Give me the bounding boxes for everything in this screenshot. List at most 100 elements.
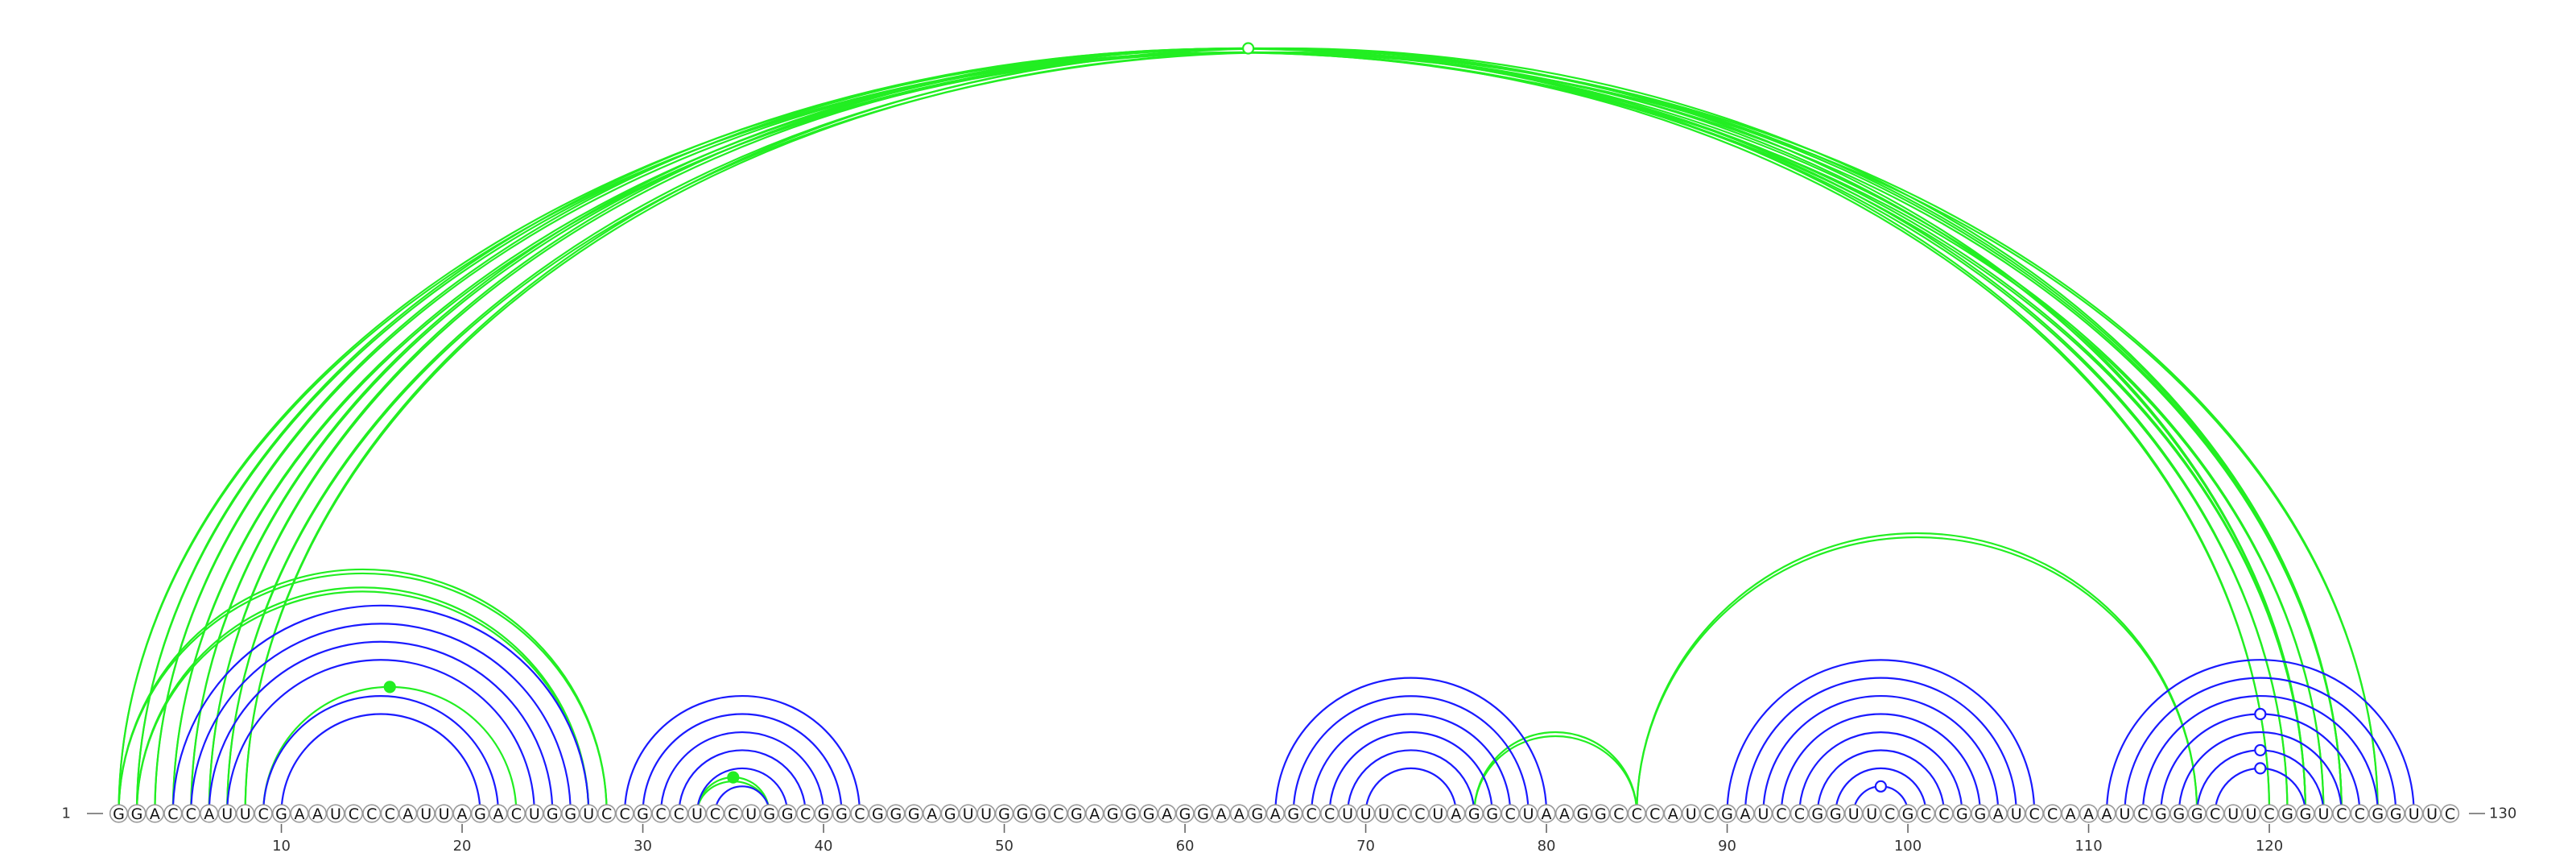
nucleotide-circle [1645,804,1665,823]
nucleotide-126: G [2368,804,2388,823]
nucleotide-letter: A [1559,805,1570,823]
arc-green-76-85 [1473,731,1638,814]
arc-marker-open [2254,762,2267,775]
arc-blue-4-27 [171,604,590,814]
nucleotide-letter: G [1125,805,1137,823]
nucleotide-circle [525,804,544,823]
nucleotide-circle [868,804,887,823]
nucleotide-circle [2097,804,2116,823]
nucleotide-117: C [2206,804,2225,823]
nucleotide-circle [1320,804,1340,823]
nucleotide-circle [217,804,237,823]
arc-line [624,694,861,814]
nucleotide-110: A [2079,804,2099,823]
nucleotide-22: A [489,804,508,823]
nucleotide-circle [362,804,382,823]
nucleotide-10: G [271,804,291,823]
nucleotide-circle [1157,804,1177,823]
nucleotide-letter: C [186,805,196,823]
nucleotide-letter: U [691,805,703,823]
nucleotide-103: G [1952,804,1971,823]
nucleotide-letter: U [1432,805,1443,823]
nucleotide-129: U [2422,804,2442,823]
nucleotide-letter: G [1287,805,1299,823]
nucleotide-letter: G [1251,805,1263,823]
nucleotide-circle [2405,804,2424,823]
arc-line [1473,731,1638,814]
nucleotide-127: G [2386,804,2405,823]
nucleotide-letter: G [1811,805,1823,823]
nucleotide-18: U [416,804,436,823]
nucleotide-23: C [506,804,526,823]
nucleotide-circle [2332,804,2351,823]
nucleotide-letter: G [1197,805,1209,823]
arc-line [1816,749,1946,814]
arc-blue-31-40 [659,731,825,814]
nucleotide-45: G [904,804,923,823]
nucleotide-circle [254,804,273,823]
nucleotide-130: C [2440,804,2460,823]
nucleotide-circle [2440,804,2460,823]
nucleotide-letter: A [2083,805,2094,823]
nucleotide-letter: C [2336,805,2347,823]
nucleotide-circle [1356,804,1376,823]
nucleotide-circle [579,804,598,823]
nucleotide-letter: A [1216,805,1226,823]
arc-line-inner [171,51,2343,814]
nucleotide-28: C [597,804,617,823]
nucleotide-circle [326,804,345,823]
nucleotide-letter: A [1089,805,1100,823]
nucleotide-82: G [1573,804,1592,823]
nucleotide-76: G [1464,804,1484,823]
nucleotide-74: U [1428,804,1447,823]
nucleotide-letter: U [439,805,450,823]
nucleotide-letter: A [1740,805,1751,823]
nucleotide-55: A [1085,804,1104,823]
nucleotide-circle [2169,804,2189,823]
arc-line [280,713,481,814]
arc-blue-95-102 [1816,749,1946,814]
nucleotide-circle [597,804,617,823]
nucleotide-circle [1880,804,1900,823]
nucleotide-letter: U [2409,805,2420,823]
nucleotide-2: G [127,804,147,823]
nucleotide-circle [1537,804,1556,823]
nucleotide-letter: U [745,805,757,823]
arc-line-inner [135,51,2325,814]
nucleotide-107: C [2025,804,2044,823]
nucleotide-letter: G [2300,805,2312,823]
nucleotide-41: G [832,804,852,823]
nucleotide-116: G [2187,804,2207,823]
nucleotide-circle [1862,804,1881,823]
tick-label-50: 50 [995,838,1013,855]
nucleotide-letter: A [2066,805,2076,823]
nucleotide-circle [2277,804,2297,823]
arc-blue-96-101 [1835,767,1927,814]
nucleotide-letter: G [131,805,143,823]
arc-line-inner [135,590,590,814]
end-label: 130 [2489,805,2516,822]
arc-line [1744,677,2017,814]
nucleotide-circle [2043,804,2062,823]
arc-line [244,47,2307,814]
nucleotide-89: C [1699,804,1719,823]
nucleotide-circle [1952,804,1971,823]
nucleotide-circle [2223,804,2243,823]
nucleotide-50: G [994,804,1014,823]
nucleotide-7: U [217,804,237,823]
nucleotide-circle [1916,804,1936,823]
nucleotide-49: U [976,804,996,823]
nucleotide-27: U [579,804,598,823]
arc-blue-68-77 [1328,731,1493,814]
arc-line-inner [208,51,2271,814]
arc-blue-29-42 [624,694,861,814]
nucleotide-circle [1049,804,1068,823]
arc-line [119,48,2378,814]
nucleotide-60: G [1175,804,1195,823]
arc-line [262,694,500,814]
nucleotide-62: A [1212,804,1231,823]
nucleotide-118: U [2223,804,2243,823]
arc-line [190,47,2289,814]
nucleotide-circle [904,804,923,823]
